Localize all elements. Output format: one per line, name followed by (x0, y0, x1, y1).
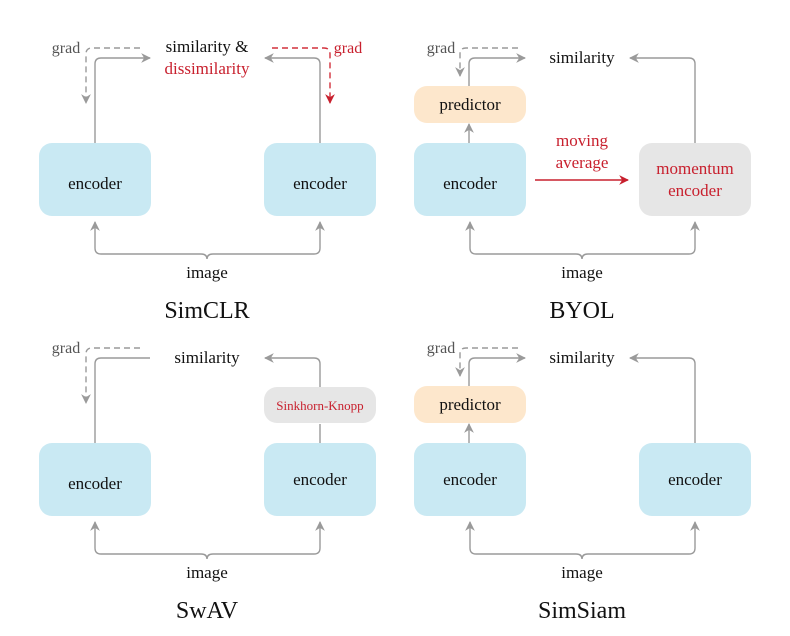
dissimilarity-label: dissimilarity (165, 59, 251, 78)
encoder-label: encoder (293, 470, 347, 489)
similarity-label: similarity (174, 348, 240, 367)
encoder-box-left (414, 443, 526, 516)
grad-arrow-left (81, 47, 140, 104)
arrow-right-to-similarity (264, 53, 321, 143)
similarity-label: similarity (549, 48, 615, 67)
predictor-label: predictor (439, 395, 501, 414)
encoder-label: encoder (68, 474, 122, 493)
image-label: image (561, 563, 603, 582)
sinkhorn-knopp-box (264, 387, 376, 423)
panel-title: SimCLR (164, 298, 249, 324)
arrow-momentum-to-similarity (629, 53, 696, 143)
momentum-encoder-box (639, 143, 751, 216)
encoder-box (414, 143, 526, 216)
moving-label: moving (556, 131, 608, 150)
image-brace-arrows (90, 221, 325, 260)
image-brace-arrows (90, 521, 325, 560)
sinkhorn-knopp-label: Sinkhorn-Knopp (276, 398, 363, 413)
predictor-box (414, 386, 526, 423)
momentum-encoder-label: encoder (668, 181, 722, 200)
encoder-box-left (39, 143, 151, 216)
image-label: image (561, 263, 603, 282)
panel-swav: encoder encoder Sinkhorn-Knopp similarit… (39, 340, 376, 624)
line-left-to-similarity (94, 357, 150, 443)
grad-label: grad (427, 40, 455, 57)
arrow-sinkhorn-to-similarity (264, 353, 321, 387)
arrow-left-to-similarity (94, 53, 151, 143)
grad-arrow (455, 347, 518, 377)
encoder-label: encoder (668, 470, 722, 489)
grad-arrow-right (272, 47, 335, 104)
encoder-box-left (39, 443, 151, 516)
arrow-encoder-to-similarity (629, 353, 696, 443)
predictor-box (414, 86, 526, 123)
grad-label: grad (52, 40, 80, 57)
predictor-label: predictor (439, 95, 501, 114)
image-brace-arrows (465, 221, 700, 260)
similarity-label: similarity (549, 348, 615, 367)
encoder-label: encoder (68, 174, 122, 193)
average-label: average (556, 153, 609, 172)
grad-label-red: grad (334, 40, 362, 57)
encoder-box-right (264, 143, 376, 216)
panel-title: BYOL (549, 298, 614, 324)
encoder-box-right (639, 443, 751, 516)
grad-label: grad (52, 340, 80, 357)
panel-title: SimSiam (538, 598, 626, 624)
encoder-box-right (264, 443, 376, 516)
panel-title: SwAV (176, 598, 239, 624)
arrow-predictor-to-similarity (468, 53, 526, 86)
image-label: image (186, 563, 228, 582)
encoder-label: encoder (443, 174, 497, 193)
encoder-label: encoder (443, 470, 497, 489)
panel-simsiam: encoder predictor encoder similarity gra… (414, 340, 751, 624)
grad-arrow (455, 47, 518, 77)
arrow-predictor-to-similarity (468, 353, 526, 386)
similarity-label: similarity & (166, 37, 249, 56)
image-label: image (186, 263, 228, 282)
grad-arrow (81, 347, 140, 404)
momentum-label: momentum (656, 159, 733, 178)
encoder-label: encoder (293, 174, 347, 193)
grad-label: grad (427, 340, 455, 357)
panel-byol: encoder predictor momentum encoder simil… (414, 40, 751, 324)
panel-simclr: encoder encoder similarity & dissimilari… (39, 37, 376, 324)
image-brace-arrows (465, 521, 700, 560)
